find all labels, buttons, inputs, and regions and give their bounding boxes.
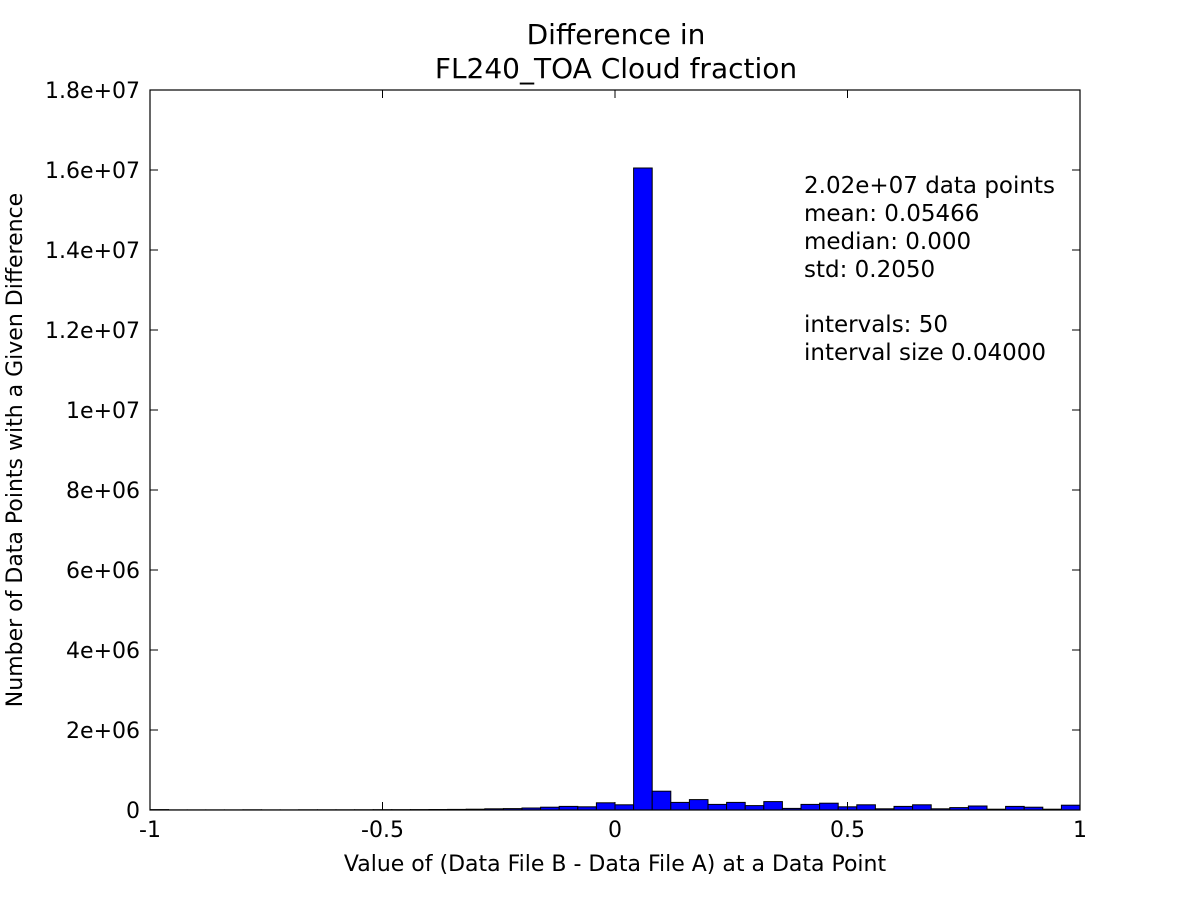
histogram-bar [800,803,821,811]
stats-std: std: 0.2050 [804,257,935,283]
stats-intervals: intervals: 50 [804,312,948,338]
y-tick-label: 1.2e+07 [45,319,140,344]
histogram-bar [595,802,616,811]
y-tick-label: 4e+06 [66,639,140,664]
histogram-bar [670,801,690,811]
stats-box: 2.02e+07 data points mean: 0.05466 media… [804,173,1055,366]
x-tick-label: -1 [139,818,161,843]
y-tick-label: 2e+06 [66,719,140,744]
histogram-bar [744,805,765,811]
y-tick-label: 6e+06 [66,559,140,584]
stats-median: median: 0.000 [804,229,971,255]
histogram-bar [633,167,653,811]
histogram-bar [726,801,746,811]
chart-title-line-2: FL240_TOA Cloud fraction [435,52,797,85]
stats-interval-size: interval size 0.04000 [804,340,1046,366]
stats-points: 2.02e+07 data points [804,173,1055,199]
x-tick-label: 1 [1073,818,1087,843]
y-tick-label: 1e+07 [66,399,140,424]
chart-title-line-1: Difference in [527,18,706,51]
bars-group [149,167,1081,811]
x-tick-label: 0.5 [830,818,865,843]
y-tick-label: 1.6e+07 [45,159,140,184]
ticks-group: -1 -0.5 0 0.5 1 0 2e+06 4e+06 6e+06 8e+06 1e+07 1.2… [45,79,1087,843]
histogram-bar [912,804,932,811]
x-tick-label: -0.5 [361,818,404,843]
y-axis-label: Number of Data Points with a Given Diffe… [3,193,28,707]
histogram-bar [819,802,839,811]
histogram-bar [614,804,635,811]
y-tick-label: 1.8e+07 [45,79,140,104]
histogram-bar [856,804,876,811]
x-axis-label: Value of (Data File B - Data File A) at … [344,852,887,877]
y-tick-label: 8e+06 [66,479,140,504]
x-tick-label: 0 [608,818,622,843]
histogram-bar [688,799,709,811]
y-tick-label: 1.4e+07 [45,239,140,264]
y-tick-label: 0 [126,799,140,824]
histogram-bar [1060,804,1081,811]
histogram-bar [707,803,728,811]
histogram-bar [763,801,783,811]
plot-frame [149,89,1081,811]
histogram-bar [651,790,672,811]
stats-mean: mean: 0.05466 [804,201,979,227]
